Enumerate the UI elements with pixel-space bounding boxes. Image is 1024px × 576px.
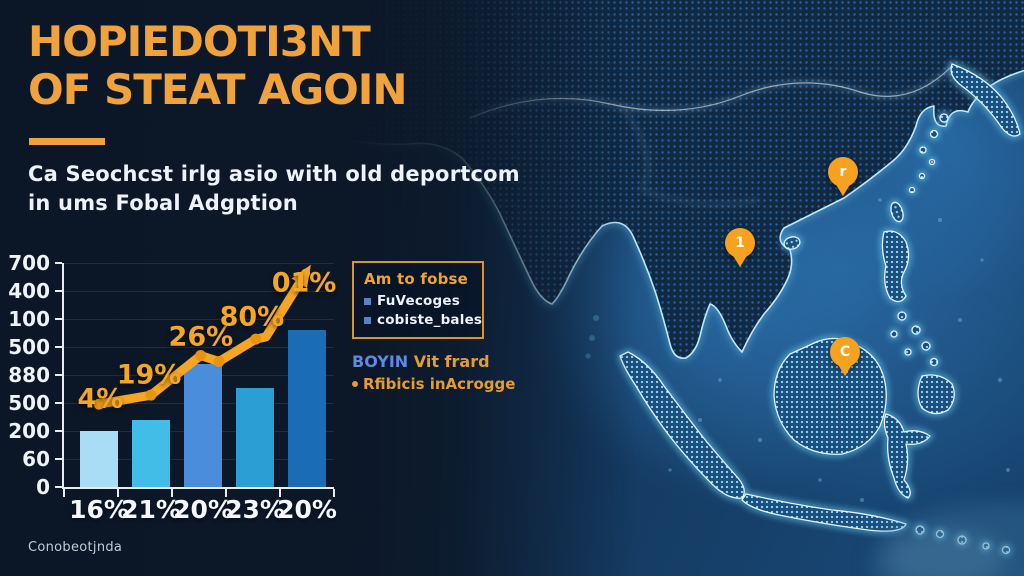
y-axis-label: 100	[8, 307, 50, 331]
subtitle: Ca Seochcst irlg asio with old deportcom…	[28, 160, 520, 218]
line-dot	[250, 333, 262, 345]
x-axis-tick	[279, 489, 281, 497]
notes-line-1: BOYIN Vit frard	[352, 352, 515, 371]
y-axis-label: 880	[8, 363, 50, 387]
map-pin: C	[830, 337, 860, 376]
bullet-icon	[352, 381, 358, 387]
chart-bar	[184, 363, 222, 487]
y-axis-tick	[55, 430, 62, 432]
line-dot	[93, 398, 105, 410]
page-title: HOPIEDOTI3NT OF STEAT AGOIN	[28, 17, 408, 114]
y-axis-label: 500	[8, 391, 50, 415]
y-axis-tick	[55, 486, 62, 488]
y-axis-tick	[55, 290, 62, 292]
chart-bar	[80, 431, 118, 487]
legend-bullet-icon	[364, 298, 371, 305]
data-point-label: 80%	[219, 301, 285, 333]
y-axis-tick	[55, 402, 62, 404]
line-dot	[195, 350, 207, 362]
data-point-label: 4%	[77, 383, 124, 415]
y-axis-tick	[55, 374, 62, 376]
legend-box: Am to fobse FuVecoges cobiste_bales	[352, 261, 484, 339]
y-axis-label: 0	[36, 475, 50, 499]
y-axis-label: 60	[22, 447, 50, 471]
legend-items: FuVecoges cobiste_bales	[364, 293, 482, 328]
x-axis-tick	[171, 489, 173, 497]
x-axis-label: 16%	[69, 495, 129, 524]
chart-bar	[236, 388, 274, 487]
legend-item: cobiste_bales	[364, 312, 482, 328]
chart-bar	[132, 419, 170, 487]
gridline	[64, 319, 334, 320]
line-dot	[145, 389, 157, 401]
notes-block: BOYIN Vit frard Rfibicis inAcrogge	[352, 352, 515, 393]
notes-rest: Vit frard	[413, 352, 490, 371]
y-axis-tick	[55, 458, 62, 460]
bar-line-chart: 700 400 100 500 880 500 200 60 0 16% 21% 20% 23% 20% 4…	[8, 251, 337, 524]
map-pin: 1	[725, 228, 755, 267]
y-axis-label: 200	[8, 419, 50, 443]
y-axis-label: 400	[8, 279, 50, 303]
legend-title: Am to fobse	[364, 270, 469, 288]
x-axis-tick	[63, 489, 65, 497]
trend-line	[93, 264, 311, 410]
data-point-label: 26%	[168, 321, 234, 353]
subtitle-line-2: in ums Fobal Adgption	[28, 190, 298, 215]
x-axis-tick	[117, 489, 119, 497]
x-axis-tick	[333, 489, 335, 497]
x-axis-label: 20%	[173, 495, 233, 524]
x-axis-label: 23%	[225, 495, 285, 524]
gridline	[64, 263, 334, 264]
y-axis-tick	[55, 318, 62, 320]
title-line-2: OF STEAT AGOIN	[28, 64, 408, 114]
x-axis-tick	[225, 489, 227, 497]
subtitle-line-1: Ca Seochcst irlg asio with old deportcom	[28, 162, 520, 186]
legend-item-label: cobiste_bales	[377, 312, 483, 328]
legend-item-label: FuVecoges	[377, 293, 460, 309]
data-point-label: 01%	[271, 267, 337, 299]
y-axis-tick	[55, 262, 62, 264]
arrow-head-icon	[291, 264, 311, 289]
gridline	[64, 347, 334, 348]
x-axis-label: 21%	[121, 495, 181, 524]
chart-bar	[288, 330, 326, 487]
y-axis-tick	[55, 346, 62, 348]
map-pin: r	[828, 157, 858, 196]
y-axis-label: 500	[8, 335, 50, 359]
legend-bullet-icon	[364, 317, 371, 324]
notes-brand: BOYIN	[352, 352, 409, 371]
y-axis-label: 700	[8, 251, 50, 275]
legend-item: FuVecoges	[364, 293, 472, 309]
x-axis-label: 20%	[277, 495, 337, 524]
notes-line-2: Rfibicis inAcrogge	[352, 375, 515, 393]
footer-text: Conobeotjnda	[28, 540, 123, 555]
title-underline	[29, 138, 105, 145]
line-dot	[213, 356, 225, 368]
data-point-label: 19%	[116, 359, 182, 391]
gridline	[64, 291, 334, 292]
title-line-1: HOPIEDOTI3NT	[28, 17, 371, 66]
notes-line2-text: Rfibicis inAcrogge	[363, 375, 516, 393]
